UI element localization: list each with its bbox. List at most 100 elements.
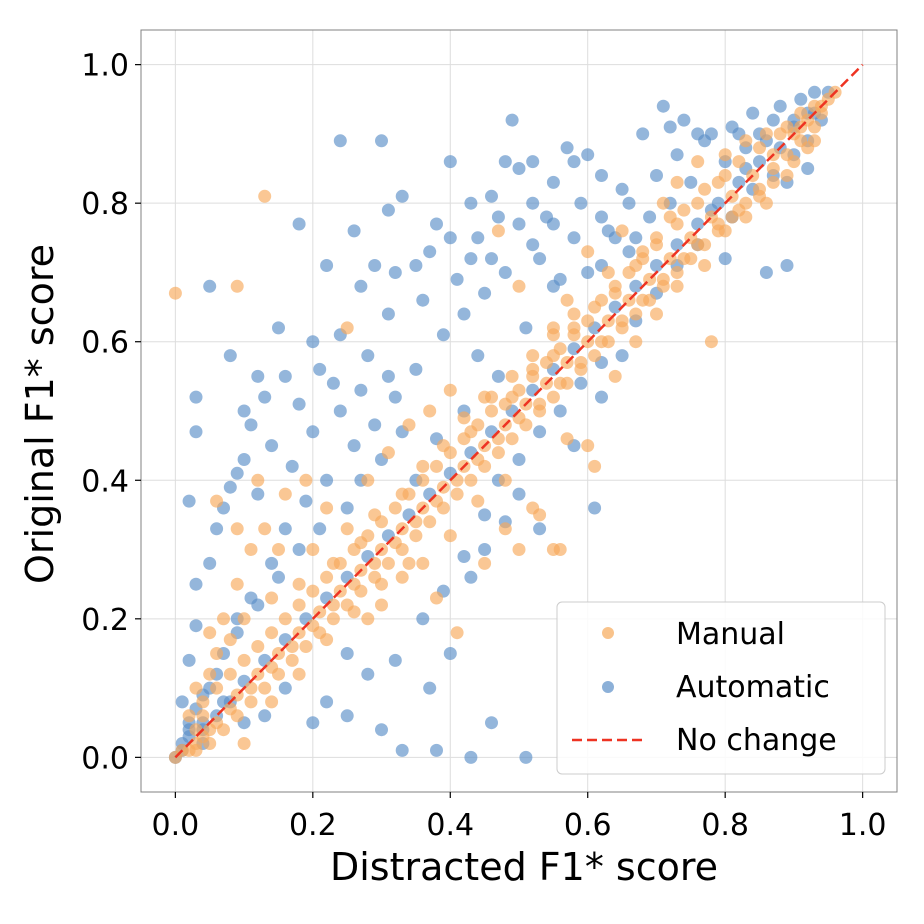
manual-point xyxy=(608,286,622,300)
manual-point xyxy=(533,508,547,522)
manual-point xyxy=(203,626,217,640)
manual-point xyxy=(189,743,203,757)
automatic-point xyxy=(182,653,196,667)
automatic-point xyxy=(670,238,684,252)
x-tick-label: 1.0 xyxy=(839,808,887,843)
automatic-point xyxy=(485,189,498,203)
manual-point xyxy=(519,418,533,432)
automatic-point xyxy=(313,522,327,536)
automatic-point xyxy=(478,508,492,522)
automatic-point xyxy=(340,709,354,723)
automatic-point xyxy=(320,473,334,487)
manual-point xyxy=(615,224,629,238)
manual-point xyxy=(636,245,650,259)
automatic-point xyxy=(189,577,203,591)
automatic-point xyxy=(430,217,443,231)
automatic-point xyxy=(292,543,306,556)
automatic-point xyxy=(622,245,636,259)
manual-point xyxy=(684,252,698,266)
manual-point xyxy=(478,390,492,404)
automatic-point xyxy=(272,321,285,335)
automatic-point xyxy=(258,709,272,723)
automatic-point xyxy=(395,189,409,203)
automatic-point xyxy=(292,217,306,231)
manual-point xyxy=(244,681,258,695)
manual-point xyxy=(491,446,505,460)
manual-point xyxy=(306,543,320,556)
manual-point xyxy=(471,494,485,508)
automatic-point xyxy=(615,349,629,363)
manual-point xyxy=(416,556,430,570)
manual-point xyxy=(292,598,306,612)
manual-point xyxy=(574,362,588,376)
manual-point xyxy=(443,383,457,397)
manual-point xyxy=(443,529,457,543)
automatic-point xyxy=(299,494,313,508)
manual-point xyxy=(326,598,340,612)
automatic-point xyxy=(306,716,320,730)
automatic-point xyxy=(320,259,334,272)
manual-point xyxy=(718,148,732,162)
automatic-point xyxy=(519,750,533,764)
manual-point xyxy=(278,487,292,501)
automatic-point xyxy=(533,425,547,439)
automatic-point xyxy=(663,120,677,134)
automatic-point xyxy=(203,556,217,570)
manual-point xyxy=(423,515,437,529)
manual-point xyxy=(423,404,437,418)
manual-point xyxy=(237,653,251,667)
legend-manual-label: Manual xyxy=(676,617,785,652)
manual-point xyxy=(478,556,492,570)
automatic-point xyxy=(471,349,485,363)
automatic-point xyxy=(574,196,588,210)
manual-point xyxy=(230,709,244,723)
manual-point xyxy=(326,612,340,626)
automatic-point xyxy=(265,439,279,453)
manual-point xyxy=(258,522,272,536)
manual-point xyxy=(533,404,547,418)
automatic-point xyxy=(230,466,244,480)
manual-point xyxy=(711,224,725,238)
manual-point xyxy=(498,397,512,411)
manual-point xyxy=(581,314,595,328)
automatic-point xyxy=(491,369,505,383)
automatic-point xyxy=(773,99,787,113)
automatic-point xyxy=(595,169,608,182)
manual-point xyxy=(381,446,395,460)
manual-point xyxy=(450,626,464,640)
automatic-point xyxy=(306,425,320,439)
manual-point xyxy=(189,681,203,695)
legend: Manual Automatic No change xyxy=(556,601,886,775)
automatic-point xyxy=(732,175,746,189)
automatic-point xyxy=(560,141,574,155)
manual-point xyxy=(217,723,230,737)
automatic-point xyxy=(471,231,485,245)
manual-point xyxy=(691,196,705,210)
manual-point xyxy=(361,473,375,487)
automatic-point xyxy=(766,113,780,127)
no-change-line xyxy=(174,63,864,759)
automatic-point xyxy=(368,259,382,272)
manual-point xyxy=(588,349,602,363)
manual-point xyxy=(512,383,526,397)
manual-point xyxy=(375,515,388,529)
manual-point xyxy=(409,529,423,543)
automatic-point xyxy=(443,155,457,169)
manual-point xyxy=(237,737,251,750)
automatic-point xyxy=(498,155,512,169)
automatic-point xyxy=(650,259,663,272)
automatic-point xyxy=(436,328,450,342)
automatic-point xyxy=(794,92,808,106)
manual-point xyxy=(546,390,560,404)
manual-point xyxy=(512,279,526,293)
automatic-point xyxy=(320,695,334,709)
automatic-point xyxy=(189,619,203,633)
automatic-point xyxy=(588,501,602,515)
automatic-point xyxy=(629,231,643,245)
automatic-point xyxy=(512,217,526,231)
automatic-point xyxy=(677,113,691,127)
manual-point xyxy=(656,279,670,293)
automatic-point xyxy=(505,113,519,127)
manual-point xyxy=(258,189,272,203)
automatic-point xyxy=(375,134,388,148)
